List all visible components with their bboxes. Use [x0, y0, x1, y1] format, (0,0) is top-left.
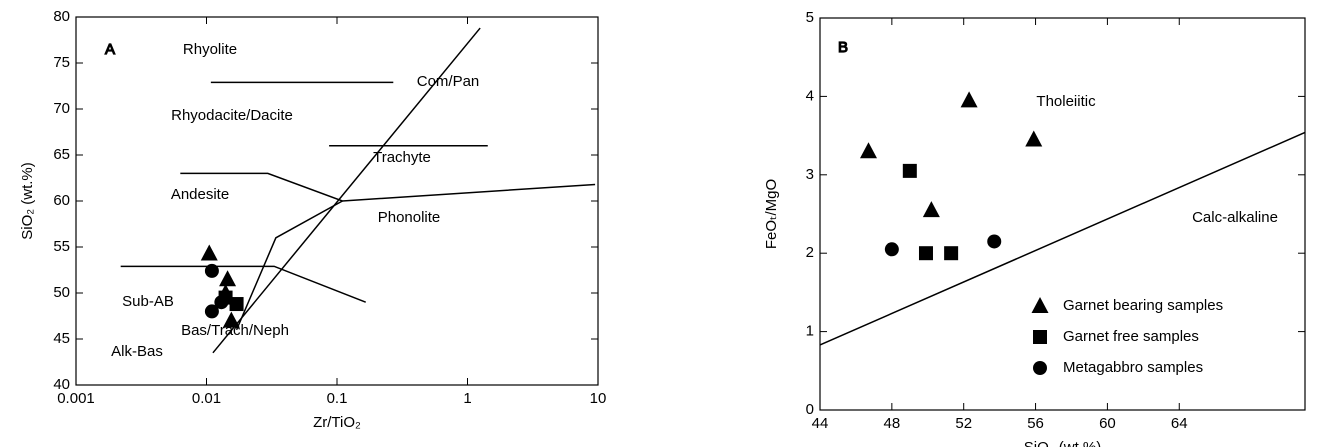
x-tick-label: 0.001: [57, 390, 95, 407]
point: [222, 311, 240, 328]
point: [214, 295, 229, 310]
field-label: Sub-AB: [122, 293, 174, 310]
x-tick-label: 48: [884, 415, 901, 432]
field-boundary: [120, 265, 366, 303]
legend-marker: [1031, 297, 1049, 313]
panel-label: B: [838, 39, 848, 56]
legend-label: Garnet free samples: [1063, 328, 1199, 345]
point: [922, 201, 940, 218]
point: [229, 297, 244, 312]
field-label: Phonolite: [378, 209, 441, 226]
plot-frame: [819, 17, 1306, 411]
field-label: Com/Pan: [417, 73, 480, 90]
field-label: Calc-alkaline: [1192, 209, 1278, 226]
y-axis-label: FeOₜ/MgO: [763, 179, 780, 249]
y-tick-label: 60: [53, 192, 70, 209]
x-tick-label: 0.01: [192, 390, 221, 407]
y-tick-label: 55: [53, 238, 70, 255]
point: [884, 242, 899, 257]
point: [204, 263, 219, 278]
field-label: Bas/Trach/Neph: [181, 322, 289, 339]
y-tick-label: 50: [53, 284, 70, 301]
x-tick-label: 10: [590, 390, 607, 407]
x-tick-label: 0.1: [327, 390, 348, 407]
y-tick-label: 70: [53, 100, 70, 117]
point: [200, 244, 218, 261]
x-tick-label: 64: [1171, 415, 1188, 432]
point: [860, 142, 877, 159]
field-boundary: [212, 27, 481, 354]
y-tick-label: 80: [53, 8, 70, 25]
field-boundary: [235, 200, 343, 331]
point: [902, 163, 917, 178]
field-label: Alk-Bas: [111, 343, 163, 360]
field-label: Rhyodacite/Dacite: [171, 107, 293, 124]
y-tick-label: 4: [806, 87, 814, 104]
x-tick-label: 1: [463, 390, 471, 407]
field-boundary: [819, 131, 1306, 346]
point: [918, 246, 933, 261]
field-label: Andesite: [171, 186, 229, 203]
x-tick-label: 44: [812, 415, 829, 432]
y-tick-label: 2: [806, 244, 814, 261]
x-tick-label: 56: [1027, 415, 1044, 432]
x-tick-label: 52: [955, 415, 972, 432]
field-label: Tholeiitic: [1036, 93, 1096, 110]
y-tick-label: 40: [53, 376, 70, 393]
point: [944, 246, 959, 261]
field-boundary: [180, 172, 596, 202]
legend-marker: [1033, 330, 1047, 344]
x-axis-label: Zr/TiO₂: [313, 414, 361, 431]
y-tick-label: 75: [53, 54, 70, 71]
point: [960, 91, 978, 108]
point: [204, 304, 219, 319]
field-label: Trachyte: [373, 149, 431, 166]
point: [1025, 130, 1043, 147]
legend-marker: [1033, 361, 1047, 375]
legend-label: Metagabbro samples: [1063, 359, 1203, 376]
y-tick-label: 3: [806, 166, 814, 183]
point: [987, 234, 1002, 249]
legend-label: Garnet bearing samples: [1063, 297, 1223, 314]
point: [219, 270, 237, 287]
x-tick-label: 60: [1099, 415, 1116, 432]
panel-label: A: [105, 41, 115, 58]
y-tick-label: 1: [806, 323, 814, 340]
y-tick-label: 0: [806, 401, 814, 418]
y-tick-label: 5: [806, 9, 814, 26]
y-tick-label: 65: [53, 146, 70, 163]
y-tick-label: 45: [53, 330, 70, 347]
x-axis-label: SiO₂ (wt.%): [1024, 439, 1102, 447]
y-axis-label: SiO₂ (wt.%): [19, 162, 36, 240]
field-label: Rhyolite: [183, 41, 237, 58]
